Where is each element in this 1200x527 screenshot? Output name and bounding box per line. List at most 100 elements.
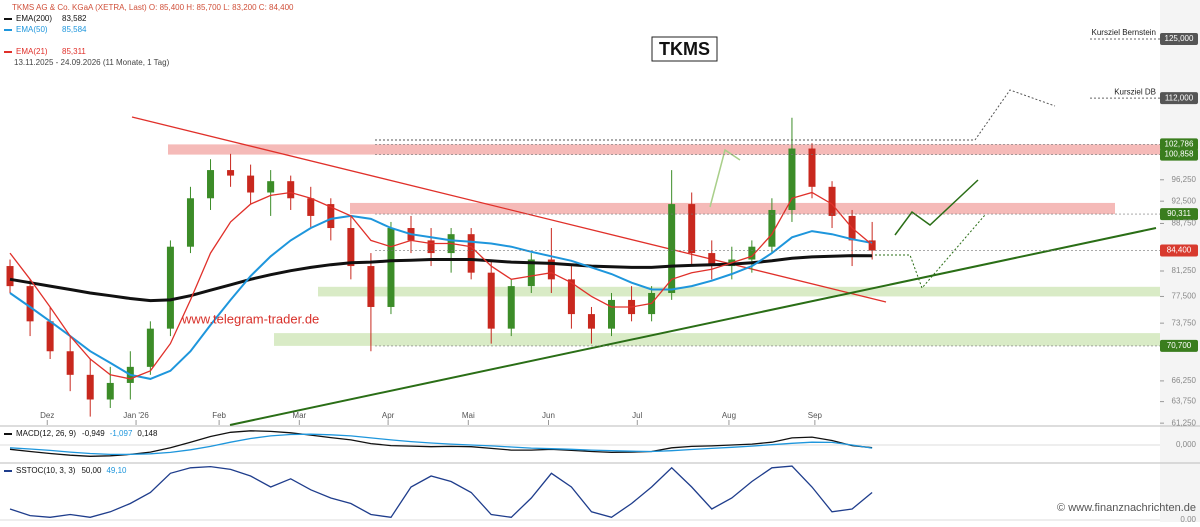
candle-body: [507, 286, 515, 329]
price-tag: [1160, 244, 1198, 257]
price-tag: [1160, 33, 1198, 46]
price-tag-label: 112,000: [1165, 93, 1194, 102]
candle-body: [146, 328, 154, 367]
x-tick-label: Mai: [462, 411, 475, 420]
axis-background: [1160, 0, 1200, 522]
price-tag-label: 100,858: [1165, 150, 1194, 159]
candle-body: [587, 314, 595, 329]
candle-body: [166, 246, 174, 329]
x-tick-label: Dez: [40, 411, 54, 420]
candle-body: [828, 186, 836, 216]
title-box: [651, 36, 718, 62]
projection: [875, 214, 986, 289]
zone: [274, 333, 1160, 346]
x-tick-label: Jun: [542, 411, 555, 420]
price-tag: [1160, 208, 1198, 221]
panel-value: 50,00: [81, 466, 102, 475]
zone: [168, 144, 1160, 155]
x-tick-label: Apr: [382, 411, 395, 420]
candle-body: [808, 148, 816, 187]
candle-body: [207, 170, 215, 199]
x-tick-label: Jan '26: [123, 411, 149, 420]
candle-body: [768, 209, 776, 247]
projection-arrow: [709, 148, 741, 208]
candle-body: [387, 228, 395, 307]
price-tag: [1160, 92, 1198, 105]
candle-body: [46, 321, 54, 352]
panel-label: MACD(12, 26, 9): [16, 429, 76, 438]
y-tick-label: 92,500: [1172, 196, 1197, 205]
candle-body: [287, 181, 295, 199]
candle-body: [307, 198, 315, 216]
candle-body: [688, 204, 696, 254]
price-tag-label: 102,786: [1165, 140, 1194, 149]
candle-body: [106, 382, 114, 400]
candle-body: [608, 299, 616, 329]
y-tick-label: 61,250: [1172, 418, 1197, 427]
header: TKMS AG & Co. KGaA (XETRA, Last) O: 85,4…: [12, 3, 294, 12]
candle-body: [567, 279, 575, 315]
candle-body: [487, 272, 495, 329]
y-tick-label: 0,000: [1176, 440, 1197, 449]
target-label: Kursziel Bernstein: [1092, 28, 1156, 37]
indicator-line: [9, 465, 873, 519]
candle-body: [6, 266, 14, 287]
trend-line: [131, 116, 887, 303]
x-tick-label: Mar: [292, 411, 306, 420]
watermark: www.telegram-trader.de: [181, 311, 319, 326]
candle-body: [186, 198, 194, 247]
y-tick-label: 88,750: [1172, 219, 1197, 228]
target-label: Kursziel DB: [1114, 87, 1156, 96]
y-tick-label: 63,750: [1172, 397, 1197, 406]
legend-label: EMA(50): [16, 25, 48, 34]
price-tag-label: 84,400: [1167, 246, 1192, 255]
candle-body: [367, 266, 375, 307]
candle-body: [86, 374, 94, 400]
panel-value: -0,949: [82, 429, 105, 438]
legend-value: 85,584: [62, 25, 87, 34]
chart-title: TKMS: [659, 39, 710, 59]
panel-value: 49,10: [106, 466, 127, 475]
panel-value: 0,148: [137, 429, 158, 438]
price-tag-label: 90,311: [1167, 209, 1191, 218]
trend-line: [229, 227, 1157, 426]
candle-body: [788, 148, 796, 210]
candle-body: [26, 286, 34, 322]
zone: [318, 286, 1160, 297]
candle-body: [467, 234, 475, 273]
legend-label: EMA(21): [16, 47, 48, 56]
price-tag: [1160, 138, 1198, 151]
x-tick-label: Aug: [722, 411, 736, 420]
date-range: 13.11.2025 - 24.09.2026 (11 Monate, 1 Ta…: [14, 58, 170, 67]
projection: [375, 89, 1056, 141]
projection-arrow: [894, 179, 979, 236]
legend-value: 85,311: [62, 47, 86, 56]
y-tick-label: 66,250: [1172, 376, 1197, 385]
candle-body: [427, 240, 435, 254]
price-tag: [1160, 339, 1198, 352]
indicator-line: [9, 430, 873, 457]
y-tick-label: 96,250: [1172, 175, 1197, 184]
candle-body: [527, 259, 535, 287]
panel-label: SSTOC(10, 3, 3): [16, 466, 76, 475]
y-tick-label: 77,500: [1172, 292, 1197, 301]
indicator-line: [9, 433, 873, 456]
panel-value: -1,097: [110, 429, 133, 438]
zone: [350, 202, 1115, 215]
y-tick-label: 81,250: [1172, 266, 1197, 275]
copyright: © www.finanznachrichten.de: [1057, 502, 1196, 514]
legend-value: 83,582: [62, 14, 87, 23]
candle-body: [708, 253, 716, 267]
legend-label: EMA(200): [16, 14, 52, 23]
candle-body: [267, 181, 275, 193]
price-tag-label: 70,700: [1167, 341, 1192, 350]
candle-body: [668, 204, 676, 293]
candle-body: [347, 228, 355, 267]
x-tick-label: Jul: [632, 411, 642, 420]
candle-body: [247, 175, 255, 193]
candle-body: [748, 246, 756, 260]
y-tick-label: 0,00: [1180, 515, 1196, 522]
y-tick-label: 73,750: [1172, 318, 1197, 327]
ema-line: [9, 191, 873, 380]
